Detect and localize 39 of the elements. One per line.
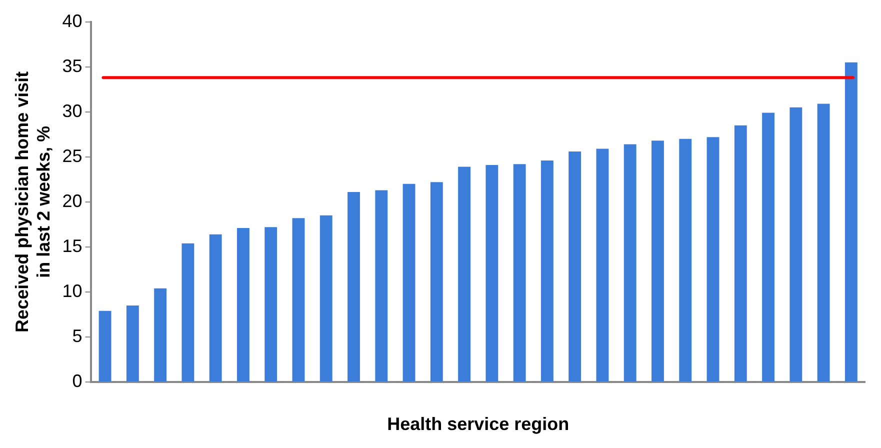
bar [844,62,858,382]
y-tick-label: 40 [62,10,82,31]
y-tick-label: 5 [72,326,82,346]
bar [126,305,139,382]
bar [209,234,222,382]
bar [458,166,471,382]
x-axis-title: Health service region [387,414,570,434]
y-tick-label: 30 [62,100,82,121]
bar [568,151,582,382]
bar [652,140,664,382]
y-tick-label: 20 [62,190,82,211]
y-tick-label: 25 [62,146,82,166]
bar [706,137,720,382]
bar [402,184,416,382]
bar [236,228,250,382]
bar [430,182,443,382]
bar [182,243,194,382]
bar [762,112,774,382]
bar [154,288,167,382]
bar [624,144,636,382]
bar [540,160,554,382]
y-tick-label: 35 [62,56,82,76]
bar [292,218,305,382]
bar [486,164,498,382]
bar [264,227,278,382]
y-axis-title: Received physician home visit in last 2 weeks, % [12,71,54,332]
bar [98,310,112,382]
bar [375,190,388,382]
bar [679,138,692,382]
y-tick-label: 10 [62,280,82,301]
bar [513,164,526,382]
bar [734,125,747,382]
y-tick-label: 15 [62,236,82,256]
bar [596,148,609,382]
bar [817,104,830,382]
y-tick-label: 0 [72,370,82,391]
bar [790,107,802,382]
bar [320,215,332,382]
bar [348,192,360,382]
